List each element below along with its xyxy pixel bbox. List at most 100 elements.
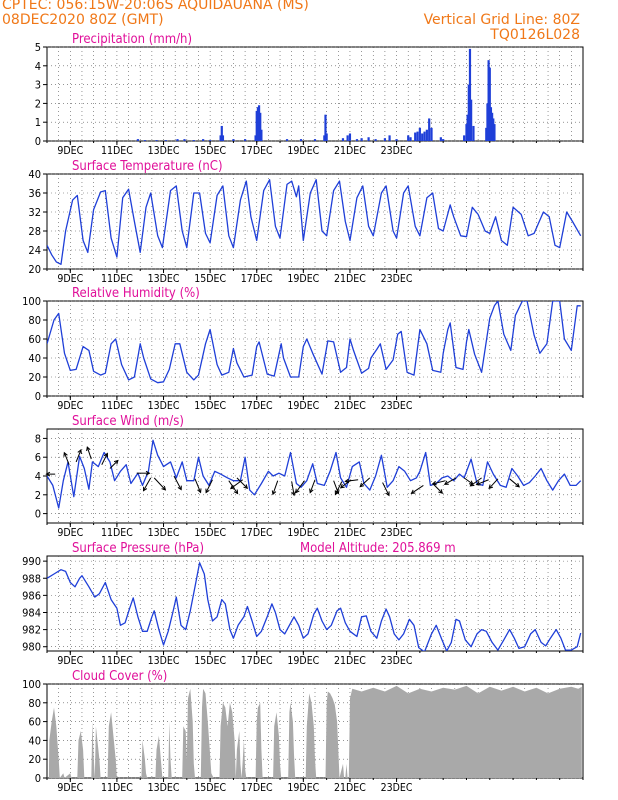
run-datetime: 08DEC2020 80Z (GMT)	[2, 12, 164, 28]
rh-xtick-label: 23DEC	[381, 400, 413, 412]
precip-bar	[442, 139, 445, 141]
temp-ytick-label: 24	[28, 244, 41, 257]
temp-xtick-label: 23DEC	[381, 273, 413, 285]
wind-title: Surface Wind (m/s)	[72, 414, 184, 429]
precip-bar	[423, 131, 426, 141]
wind-arrow	[272, 480, 279, 495]
precip-frame	[46, 46, 584, 142]
pressure-ytick-label: 982	[22, 624, 41, 637]
precip-bar	[468, 48, 472, 141]
cloud-xtick-label: 15DEC	[194, 782, 226, 794]
precip-bar	[155, 140, 158, 141]
temp-series-line	[47, 179, 582, 265]
pressure-ytick-label: 986	[22, 589, 41, 602]
temp-xtick-label: 13DEC	[148, 273, 180, 285]
precip-bar	[467, 84, 470, 141]
wind-arrow-head	[334, 490, 339, 496]
precip-bar	[256, 107, 260, 141]
wind-arrow	[143, 477, 152, 491]
precip-xtick-label: 17DEC	[241, 145, 273, 157]
temp-xtick-label: 19DEC	[287, 273, 319, 285]
temp-title: Surface Temperature (nC)	[72, 159, 223, 174]
wind-arrow	[488, 478, 499, 489]
precip-bar	[472, 125, 475, 141]
precip-bar	[259, 112, 262, 141]
precip-bar	[367, 137, 370, 141]
vertical-grid-label: Vertical Grid Line: 80Z	[423, 12, 580, 28]
cloud-ytick-label: 40	[28, 734, 41, 747]
wind-series-line	[47, 439, 582, 509]
wind-arrow	[75, 449, 82, 463]
precip-bar	[418, 127, 421, 141]
precip-ytick-label: 5	[35, 41, 41, 54]
precip-bar	[257, 105, 261, 141]
wind-arrow-head	[145, 470, 151, 476]
wind-arrow	[334, 481, 343, 495]
precip-bar	[299, 139, 303, 141]
precip-bar	[260, 129, 263, 141]
precip-bar	[255, 110, 258, 141]
precip-ytick-label: 0	[35, 135, 41, 148]
temp-xtick-label: 9DEC	[57, 273, 83, 285]
precip-bar	[421, 133, 424, 141]
wind-arrow	[345, 479, 359, 482]
cloud-ytick-label: 100	[22, 678, 41, 691]
precip-bar	[463, 135, 466, 141]
precip-bar	[348, 133, 352, 141]
wind-ytick-label: 2	[35, 489, 41, 502]
wind-arrow	[86, 446, 92, 460]
precip-xtick-label: 9DEC	[57, 145, 83, 157]
cloud-ytick-label: 20	[28, 753, 41, 766]
precip-bar	[491, 112, 494, 141]
temp-ytick-label: 40	[28, 168, 41, 181]
wind-arrow	[173, 475, 182, 490]
wind-arrow	[382, 482, 390, 496]
temp-ytick-label: 36	[28, 187, 41, 200]
rh-xtick-label: 21DEC	[334, 400, 366, 412]
wind-arrow	[205, 479, 213, 493]
wind-arrow	[470, 477, 482, 487]
precip-bar	[486, 103, 489, 141]
wind-arrow-head	[309, 488, 314, 494]
wind-arrow-head	[385, 491, 390, 497]
cloud-title: Cloud Cover (%)	[72, 669, 167, 684]
wind-arrow-head	[63, 451, 68, 457]
precip-bar	[383, 138, 387, 141]
rh-ytick-label: 100	[22, 295, 41, 308]
wind-arrow	[359, 477, 371, 488]
precip-bar	[414, 132, 417, 141]
precip-bar	[488, 67, 491, 141]
precip-bar	[466, 114, 469, 141]
wind-xtick-label: 23DEC	[381, 527, 413, 539]
wind-arrow	[101, 453, 108, 465]
precip-bar	[395, 139, 398, 141]
precip-bar	[346, 135, 349, 141]
temp-ytick-label: 32	[28, 206, 41, 219]
wind-arrow-head	[86, 446, 91, 452]
precip-bar	[176, 139, 179, 141]
pressure-xtick-label: 9DEC	[57, 655, 83, 667]
precip-bar	[465, 124, 468, 141]
temp-xtick-label: 21DEC	[334, 273, 366, 285]
wind-arrow	[432, 483, 443, 494]
precip-bar	[388, 135, 391, 141]
rh-series-line	[47, 301, 581, 384]
wind-arrow-head	[45, 471, 51, 477]
pressure-ytick-label: 984	[22, 606, 41, 619]
wind-arrow	[295, 480, 305, 493]
cloud-ytick-label: 0	[35, 772, 41, 785]
precip-xtick-label: 19DEC	[287, 145, 319, 157]
pressure-xtick-label: 21DEC	[334, 655, 366, 667]
precip-bar	[360, 138, 363, 141]
wind-arrow-head	[475, 481, 481, 486]
precip-bar	[430, 127, 433, 141]
cloud-xtick-label: 11DEC	[101, 782, 133, 794]
wind-arrow	[230, 479, 244, 489]
precip-bar	[325, 133, 328, 141]
precip-bar	[221, 135, 225, 141]
rh-xtick-label: 13DEC	[148, 400, 180, 412]
wind-xtick-label: 11DEC	[101, 527, 133, 539]
wind-xtick-label: 17DEC	[241, 527, 273, 539]
temp-ytick-label: 28	[28, 225, 41, 238]
cloud-xtick-label: 9DEC	[57, 782, 83, 794]
